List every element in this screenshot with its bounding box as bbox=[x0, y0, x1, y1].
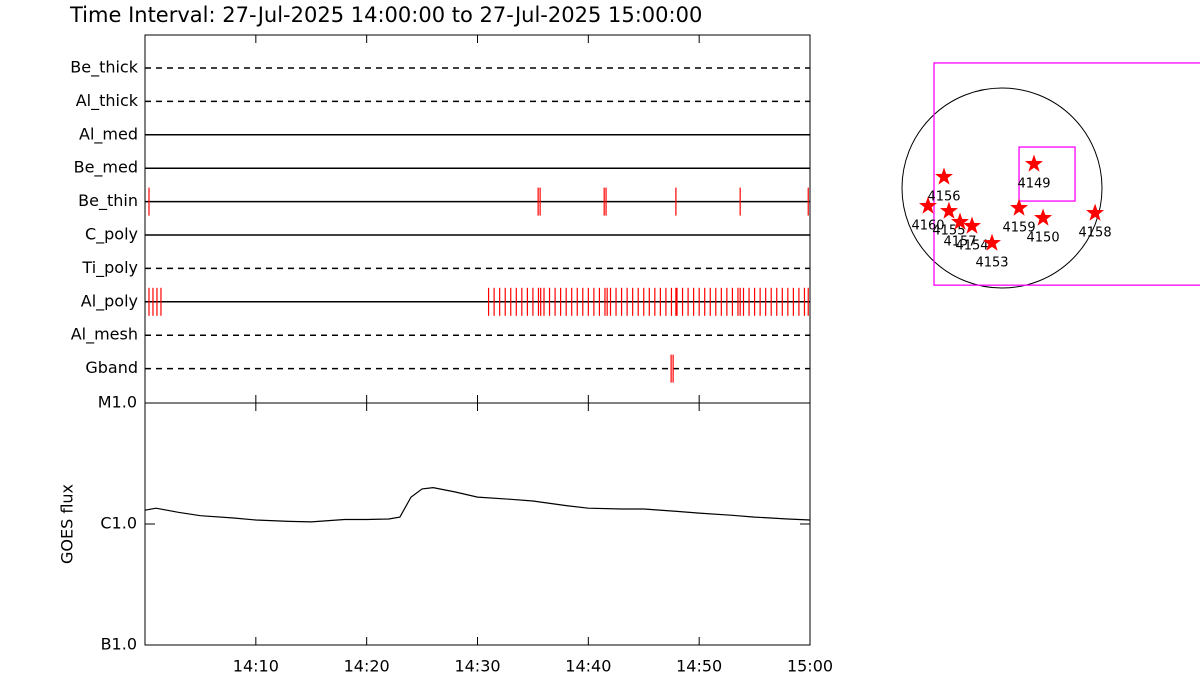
region-star bbox=[935, 167, 953, 185]
goes-curve bbox=[144, 486, 811, 523]
region-star bbox=[951, 212, 969, 230]
row-label: Al_med bbox=[79, 124, 138, 144]
y-tick-label: B1.0 bbox=[101, 635, 137, 654]
region-label: 4160 bbox=[911, 219, 944, 234]
region-label: 4149 bbox=[1017, 177, 1050, 192]
y-axis-label: GOES flux bbox=[58, 484, 77, 564]
goes-panel-frame bbox=[144, 402, 811, 646]
region-star bbox=[1086, 203, 1105, 221]
row-label: Ti_poly bbox=[81, 258, 138, 278]
region-star bbox=[919, 196, 937, 214]
field-of-view bbox=[1018, 146, 1076, 202]
x-tick-label: 14:30 bbox=[454, 657, 500, 676]
field-of-view bbox=[933, 62, 1200, 286]
region-star bbox=[939, 201, 958, 219]
row-label: C_poly bbox=[85, 225, 138, 245]
row-label: Be_med bbox=[74, 158, 138, 178]
x-tick-label: 15:00 bbox=[787, 657, 833, 676]
y-tick-label: C1.0 bbox=[100, 514, 137, 533]
region-star bbox=[1010, 198, 1029, 216]
region-label: 4156 bbox=[927, 189, 960, 204]
page-title: Time Interval: 27-Jul-2025 14:00:00 to 2… bbox=[69, 3, 702, 27]
region-label: 4153 bbox=[975, 256, 1008, 271]
region-label: 4157 bbox=[943, 235, 976, 250]
row-label: Al_poly bbox=[81, 291, 138, 311]
row-label: Gband bbox=[85, 358, 138, 377]
region-star bbox=[963, 216, 981, 234]
x-tick-label: 14:40 bbox=[565, 657, 611, 676]
x-tick-label: 14:10 bbox=[233, 657, 279, 676]
x-tick-label: 14:50 bbox=[676, 657, 722, 676]
row-label: Al_thick bbox=[76, 91, 139, 111]
region-label: 4154 bbox=[955, 239, 988, 254]
region-star bbox=[1025, 154, 1043, 172]
y-tick-label: M1.0 bbox=[98, 393, 137, 412]
region-label: 4150 bbox=[1027, 231, 1060, 246]
filter-panel-frame bbox=[144, 34, 811, 404]
solar-disk bbox=[901, 87, 1103, 289]
region-star bbox=[983, 233, 1001, 251]
row-label: Be_thin bbox=[78, 191, 138, 211]
x-tick-label: 14:20 bbox=[344, 657, 390, 676]
row-label: Be_thick bbox=[70, 58, 138, 78]
region-label: 4158 bbox=[1079, 226, 1112, 241]
row-label: Al_mesh bbox=[71, 325, 138, 345]
region-star bbox=[1034, 208, 1053, 226]
region-label: 4159 bbox=[1003, 221, 1036, 236]
